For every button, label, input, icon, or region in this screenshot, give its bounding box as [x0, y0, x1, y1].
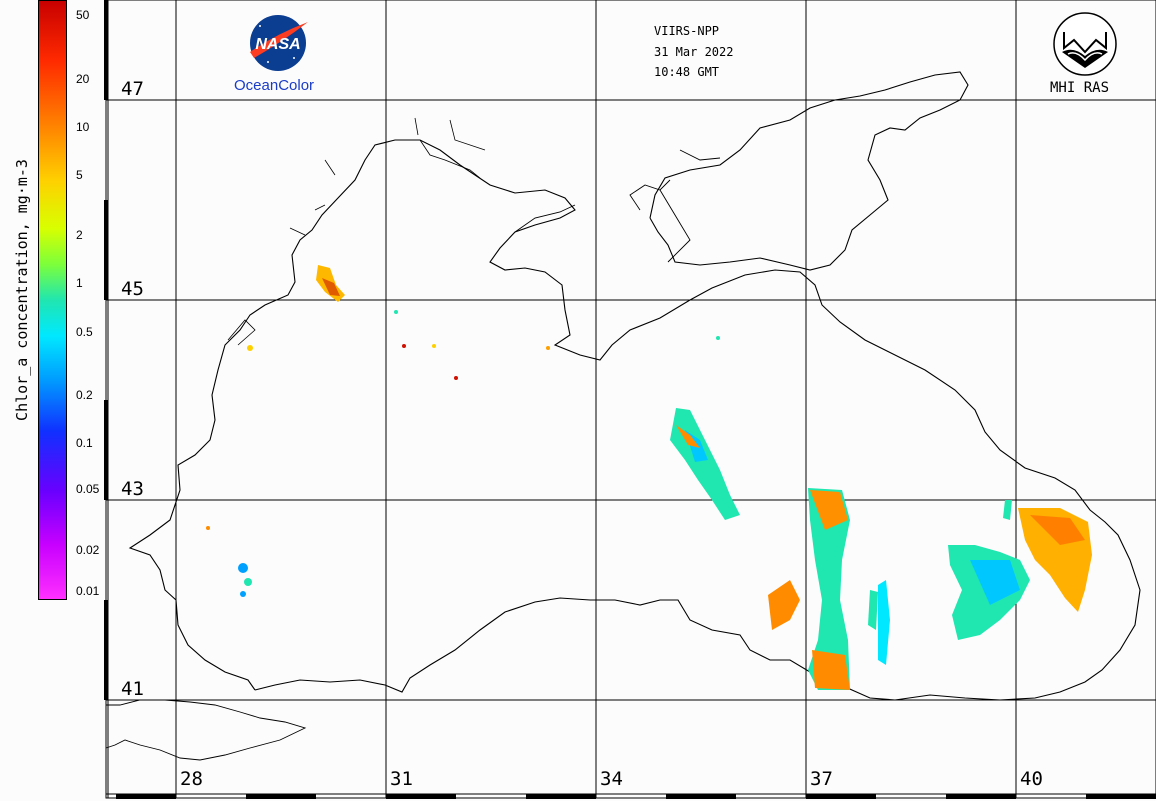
latitude-label-43: 43 — [121, 478, 144, 500]
colorbar-tick-0.01: 0.01 — [76, 584, 100, 598]
chlorophyll-color-scale — [38, 0, 67, 600]
colorbar-tick-5: 5 — [76, 168, 83, 182]
northwest-shelf-detail — [227, 117, 486, 346]
latitude-scale-bar — [104, 0, 109, 798]
graticule — [106, 0, 1156, 798]
colorbar-tick-0.5: 0.5 — [76, 325, 93, 339]
longitude-label-34: 34 — [600, 768, 623, 790]
colorbar-title: Chlor_a concentration, mg·m-3 — [13, 159, 31, 421]
date-label: 31 Mar 2022 — [654, 45, 734, 59]
latitude-label-41: 41 — [121, 678, 144, 700]
oceancolor-caption: OceanColor — [234, 77, 315, 94]
colorbar-tick-10: 10 — [76, 120, 90, 134]
colorbar-tick-0.02: 0.02 — [76, 543, 100, 557]
mhi-ras-caption: MHI RAS — [1050, 80, 1110, 96]
sea-of-azov-coastline — [649, 71, 969, 271]
mhi-ras-logo — [1053, 12, 1117, 76]
crimea-north-coast — [514, 149, 721, 263]
longitude-label-28: 28 — [180, 768, 203, 790]
colorbar-tick-2: 2 — [76, 228, 83, 242]
longitude-label-40: 40 — [1020, 768, 1043, 790]
colorbar-tick-50: 50 — [76, 8, 90, 22]
colorbar-tick-0.1: 0.1 — [76, 436, 93, 450]
sensor-label: VIIRS-NPP — [654, 24, 720, 38]
chlorophyll-patches — [206, 265, 1092, 690]
latitude-label-45: 45 — [121, 278, 144, 300]
colorbar-tick-1: 1 — [76, 276, 83, 290]
marmara-coastline — [105, 699, 307, 761]
latitude-label-47: 47 — [121, 78, 144, 100]
nasa-logo: NASA — [250, 15, 308, 71]
svg-text:NASA: NASA — [255, 36, 300, 53]
colorbar-tick-0.2: 0.2 — [76, 388, 93, 402]
longitude-scale-bar — [106, 793, 1156, 799]
black-sea-coastline — [128, 139, 1141, 701]
longitude-label-37: 37 — [810, 768, 833, 790]
colorbar-tick-20: 20 — [76, 72, 90, 86]
colorbar-tick-0.05: 0.05 — [76, 482, 100, 496]
time-label: 10:48 GMT — [654, 65, 720, 79]
longitude-label-31: 31 — [390, 768, 413, 790]
map-frame — [105, 0, 1156, 799]
